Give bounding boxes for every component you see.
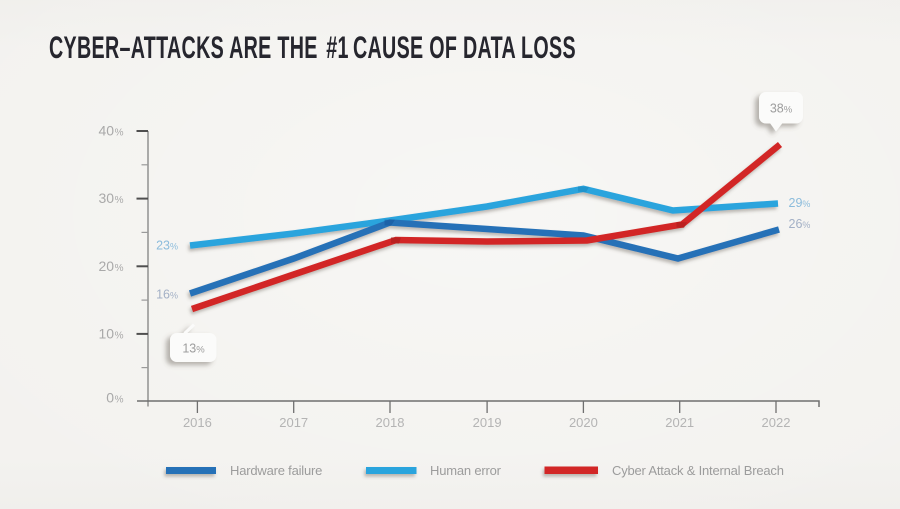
svg-text:30%: 30% xyxy=(99,190,124,206)
svg-text:2018: 2018 xyxy=(376,415,405,430)
svg-text:40%: 40% xyxy=(99,123,124,139)
svg-text:Hardware failure: Hardware failure xyxy=(230,463,322,478)
svg-text:10%: 10% xyxy=(99,325,124,341)
svg-text:26%: 26% xyxy=(789,217,811,231)
svg-text:23%: 23% xyxy=(156,238,178,252)
svg-text:2019: 2019 xyxy=(473,415,502,430)
svg-text:29%: 29% xyxy=(789,196,811,210)
svg-text:2021: 2021 xyxy=(665,415,694,430)
svg-text:Cyber Attack & Internal Breach: Cyber Attack & Internal Breach xyxy=(612,463,784,478)
svg-text:2017: 2017 xyxy=(279,415,308,430)
svg-text:16%: 16% xyxy=(156,287,178,301)
svg-text:2020: 2020 xyxy=(569,415,598,430)
svg-text:13%: 13% xyxy=(182,341,205,355)
svg-text:20%: 20% xyxy=(99,258,124,274)
svg-text:38%: 38% xyxy=(770,101,793,115)
svg-text:Human error: Human error xyxy=(430,463,502,478)
svg-text:2022: 2022 xyxy=(762,415,791,430)
svg-text:2016: 2016 xyxy=(183,415,212,430)
svg-text:0%: 0% xyxy=(106,390,123,406)
